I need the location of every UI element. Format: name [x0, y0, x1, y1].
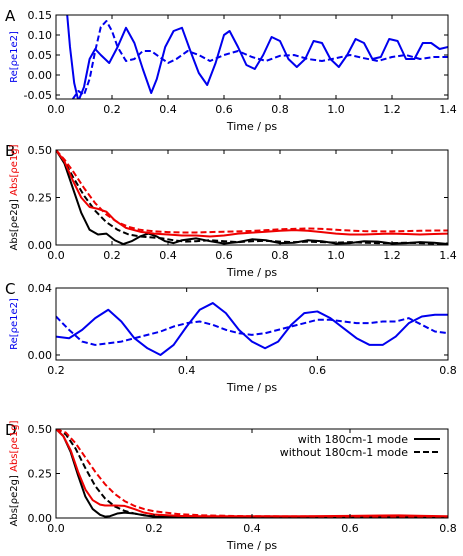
y-axis-label: Re[ρe1e2]: [9, 31, 20, 83]
x-tick-label: 0.2: [47, 364, 65, 377]
x-tick-label: 0.6: [215, 103, 233, 116]
plot-frame: [55, 149, 449, 246]
series-line-red-dashed: [56, 429, 448, 518]
x-tick-label: 0.0: [47, 249, 65, 262]
x-tick-label: 0.4: [178, 364, 196, 377]
legend-label: without 180cm-1 mode: [280, 446, 408, 459]
series-line-black-solid: [56, 150, 448, 245]
series-line-black-dashed: [56, 429, 448, 518]
legend-label: with 180cm-1 mode: [298, 433, 408, 446]
x-tick-label: 1.0: [327, 249, 345, 262]
y-tick-label: 0.04: [28, 282, 53, 295]
panel-letter: D: [5, 421, 17, 439]
y-tick-label: 0.00: [28, 512, 53, 525]
panel-letter: A: [5, 7, 16, 25]
y-tick-label: 0.05: [28, 49, 53, 62]
panel-a: 0.0 0.2 0.4 0.6 0.8 1.0 1.2 1.4 -0.05 0.00 0.05 0.1…: [5, 7, 457, 133]
y-tick-label: 0.00: [28, 69, 53, 82]
panel-letter: B: [5, 142, 15, 160]
x-tick-label: 0.8: [439, 522, 457, 535]
x-tick-label: 1.2: [383, 103, 401, 116]
panel-b: 0.0 0.2 0.4 0.6 0.8 1.0 1.2 1.4 0.00 0.25 0.50 Time…: [5, 142, 457, 279]
x-axis-label: Time / ps: [226, 266, 278, 279]
x-tick-label: 0.4: [243, 522, 261, 535]
x-axis-label: Time / ps: [226, 539, 278, 552]
y-axis-label-part: Abs[ρe2g]: [9, 475, 20, 527]
series-line-red-solid: [56, 429, 448, 518]
series-line-blue-solid: [56, 302, 448, 356]
x-tick-label: 1.2: [383, 249, 401, 262]
y-axis-label: Abs[ρe2g] Abs[ρe1g]: [9, 144, 20, 250]
y-axis-label: Re[ρe1e2]: [9, 298, 20, 350]
y-tick-label: 0.50: [28, 423, 53, 436]
y-axis-label-part: Abs[ρe1g]: [9, 420, 20, 475]
x-tick-label: 0.0: [47, 103, 65, 116]
y-axis-label-part: Abs[ρe1g]: [9, 144, 20, 199]
x-tick-label: 0.8: [271, 103, 289, 116]
y-tick-label: 0.00: [28, 239, 53, 252]
plot-frame: [55, 287, 449, 361]
x-tick-label: 1.4: [439, 103, 457, 116]
y-tick-label: -0.05: [24, 89, 52, 102]
panel-c: 0.2 0.4 0.6 0.8 0.00 0.04 Time / ps CRe[ρe1e2]: [5, 280, 457, 394]
y-axis-label-part: Abs[ρe2g]: [9, 199, 20, 251]
x-axis-label: Time / ps: [226, 381, 278, 394]
y-tick-label: 0.10: [28, 29, 53, 42]
x-tick-label: 0.6: [215, 249, 233, 262]
x-tick-label: 0.2: [103, 249, 121, 262]
series-line-red-solid: [56, 150, 448, 238]
x-tick-label: 0.6: [341, 522, 359, 535]
x-axis-label: Time / ps: [226, 120, 278, 133]
x-tick-label: 0.0: [47, 522, 65, 535]
x-tick-label: 0.8: [271, 249, 289, 262]
y-tick-label: 0.15: [28, 9, 53, 22]
x-tick-label: 0.2: [145, 522, 163, 535]
series-line-black-dashed: [56, 150, 448, 245]
x-tick-label: 0.4: [159, 249, 177, 262]
series-line-red-dashed: [56, 150, 448, 234]
panel-letter: C: [5, 280, 15, 298]
x-tick-label: 0.4: [159, 103, 177, 116]
y-tick-label: 0.25: [28, 468, 53, 481]
series-line-blue-dashed: [71, 20, 448, 99]
y-axis-label: Abs[ρe2g] Abs[ρe1g]: [9, 420, 20, 526]
plot-frame: [55, 14, 449, 100]
x-tick-label: 0.2: [103, 103, 121, 116]
x-tick-label: 0.8: [439, 364, 457, 377]
series-line-blue-dashed: [56, 315, 448, 346]
y-tick-label: 0.50: [28, 144, 53, 157]
x-tick-label: 1.0: [327, 103, 345, 116]
x-tick-label: 0.6: [309, 364, 327, 377]
y-tick-label: 0.25: [28, 192, 53, 205]
y-tick-label: 0.00: [28, 349, 53, 362]
x-tick-label: 1.4: [439, 249, 457, 262]
series-line-blue-solid: [66, 15, 448, 99]
